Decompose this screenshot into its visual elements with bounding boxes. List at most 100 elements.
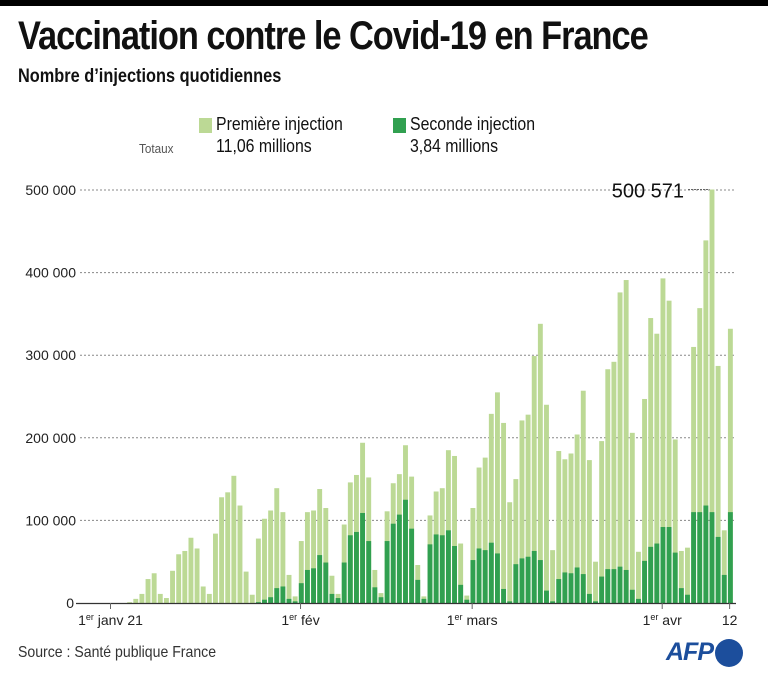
bar-first-dose	[494, 392, 500, 603]
bar-first-dose	[188, 537, 194, 603]
bar-second-dose	[262, 599, 267, 603]
bar-first-dose	[593, 561, 598, 603]
bar-second-dose	[727, 512, 733, 603]
bar-second-dose	[501, 588, 507, 603]
bar-first-dose	[501, 422, 507, 603]
bar-first-dose	[519, 420, 525, 603]
bar-first-dose	[268, 510, 274, 603]
bar-second-dose	[458, 584, 464, 603]
bar-first-dose	[452, 455, 457, 603]
bar-second-dose	[347, 535, 353, 603]
bar-second-dose	[721, 574, 727, 603]
legend: Totaux Première injection 11,06 millions…	[0, 114, 768, 164]
y-tick-label: 0	[66, 595, 74, 611]
bar-first-dose	[721, 530, 727, 603]
bar-second-dose	[378, 597, 384, 603]
second-dose-bars	[255, 499, 733, 603]
bar-second-dose	[513, 564, 519, 603]
bar-first-dose	[691, 346, 697, 603]
bar-first-dose	[586, 460, 592, 603]
bar-first-dose	[311, 510, 316, 603]
bar-second-dose	[562, 572, 568, 603]
bar-second-dose	[415, 579, 421, 603]
bar-second-dose	[274, 588, 280, 603]
legend-label-second-dose: Seconde injection	[410, 114, 536, 134]
bar-first-dose	[470, 508, 476, 603]
bar-first-dose	[482, 457, 488, 603]
bar-second-dose	[403, 499, 408, 603]
bar-first-dose	[648, 318, 654, 603]
bar-first-dose	[298, 541, 304, 603]
bar-first-dose	[660, 278, 666, 603]
x-axis: 1er janv 21 1er fév 1er mars 1er avr 12	[76, 602, 738, 628]
bar-second-dose	[611, 569, 617, 603]
bar-second-dose	[292, 601, 298, 603]
gridlines	[80, 189, 736, 521]
bar-second-dose	[525, 556, 531, 603]
bar-first-dose	[243, 571, 249, 603]
bar-first-dose	[488, 413, 494, 603]
bar-second-dose	[660, 527, 666, 603]
bar-second-dose	[507, 601, 513, 603]
legend-total-first-dose: 11,06 millions	[216, 136, 312, 156]
bar-second-dose	[531, 550, 537, 603]
bar-second-dose	[544, 590, 549, 603]
bar-second-dose	[341, 562, 347, 603]
bar-first-dose	[672, 439, 678, 603]
bar-first-dose	[163, 598, 169, 603]
afp-logo: AFP	[666, 638, 743, 667]
bar-first-dose	[323, 508, 329, 603]
bar-second-dose	[329, 593, 335, 603]
legend-swatch-second-dose	[393, 118, 406, 133]
bar-second-dose	[488, 542, 494, 603]
bar-second-dose	[678, 588, 684, 603]
afp-logo-dot-icon	[715, 638, 743, 667]
bar-second-dose	[433, 534, 439, 603]
bar-first-dose	[127, 602, 133, 603]
x-tick-label: 1er fév	[281, 612, 319, 628]
bar-first-dose	[562, 459, 568, 603]
annotation-label: 500 571	[612, 181, 684, 203]
bar-second-dose	[599, 576, 605, 603]
bar-second-dose	[384, 541, 390, 603]
bar-first-dose	[599, 441, 605, 603]
bar-first-dose	[182, 550, 188, 603]
bar-second-dose	[311, 568, 316, 603]
bar-first-dose	[170, 570, 175, 603]
bar-second-dose	[482, 550, 488, 603]
bar-second-dose	[648, 546, 654, 603]
bar-first-dose	[366, 477, 372, 603]
bar-second-dose	[304, 569, 310, 603]
bar-first-dose	[304, 512, 310, 603]
bar-first-dose	[654, 333, 660, 603]
legend-item-second-dose: Seconde injection 3,84 millions	[393, 114, 552, 156]
bar-first-dose	[635, 551, 641, 603]
bar-first-dose	[329, 575, 335, 603]
bar-first-dose	[525, 414, 531, 603]
bar-first-dose	[458, 543, 464, 603]
bar-second-dose	[617, 566, 623, 603]
bar-second-dose	[709, 512, 715, 603]
bar-second-dose	[366, 541, 372, 603]
legend-label-first-dose: Première injection	[216, 114, 343, 134]
bar-second-dose	[323, 562, 329, 603]
bar-first-dose	[544, 404, 549, 603]
bar-first-dose	[145, 579, 151, 603]
bar-second-dose	[360, 512, 366, 603]
bar-first-dose	[623, 280, 629, 603]
bar-first-dose	[476, 467, 482, 603]
peak-annotation: 500 571	[612, 181, 710, 203]
bar-first-dose	[727, 328, 733, 603]
bar-first-dose	[262, 518, 267, 603]
bar-first-dose	[225, 492, 231, 603]
bar-second-dose	[476, 548, 482, 603]
bar-second-dose	[464, 599, 470, 603]
bar-first-dose	[642, 398, 648, 603]
bar-second-dose	[593, 601, 598, 603]
x-tick-label: 1er mars	[447, 612, 498, 628]
bar-first-dose	[200, 586, 206, 603]
bar-second-dose	[445, 530, 451, 603]
bar-second-dose	[280, 586, 286, 603]
bar-second-dose	[519, 558, 525, 603]
bar-second-dose	[452, 546, 457, 603]
